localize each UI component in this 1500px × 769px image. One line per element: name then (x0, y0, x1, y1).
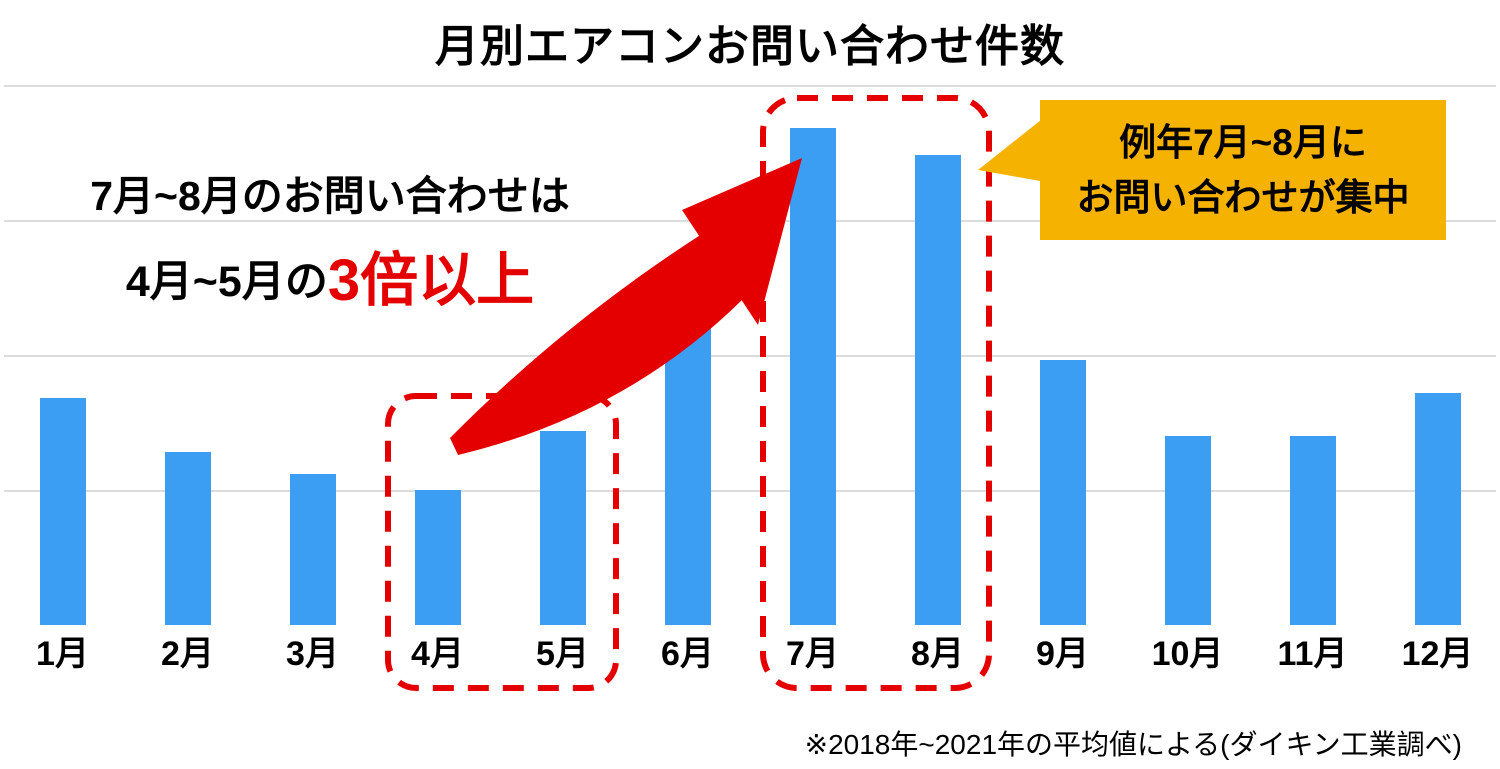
annotation-line1: 7月~8月のお問い合わせは (90, 173, 570, 219)
bar (664, 328, 711, 625)
source-footnote: ※2018年~2021年の平均値による(ダイキン工業調べ) (804, 729, 1462, 760)
month-label: 12月 (1401, 635, 1474, 673)
bar-column (0, 85, 125, 625)
bar-column (250, 85, 375, 625)
bar (414, 490, 461, 625)
bar (1414, 392, 1461, 625)
bar-column (125, 85, 250, 625)
bar (164, 452, 211, 625)
bar (914, 155, 961, 625)
annotation-line2: 4月~5月の3倍以上 (15, 233, 645, 317)
bar (1039, 360, 1086, 625)
bar-column (875, 85, 1000, 625)
bar-column (1250, 85, 1375, 625)
comparison-annotation: 7月~8月のお問い合わせは 4月~5月の3倍以上 (15, 172, 645, 317)
annotation-highlight: 3倍以上 (327, 248, 535, 314)
bar-column (1000, 85, 1125, 625)
bar (539, 430, 586, 625)
month-label: 3月 (286, 635, 339, 673)
bar (1164, 436, 1211, 625)
gridline (4, 85, 1496, 87)
gridline (4, 355, 1496, 357)
callout-box: 例年7月~8月に お問い合わせが集中 (1040, 100, 1446, 240)
month-label: 7月 (786, 635, 839, 673)
month-label: 11月 (1277, 635, 1348, 673)
month-label: 1月 (36, 635, 89, 673)
month-label: 4月 (411, 635, 464, 673)
bar-column (625, 85, 750, 625)
bar-column (1375, 85, 1500, 625)
month-label: 6月 (661, 635, 714, 673)
month-label: 8月 (911, 635, 964, 673)
bar-column (500, 85, 625, 625)
bar (1289, 436, 1336, 625)
callout-line2: お問い合わせが集中 (1076, 177, 1410, 218)
callout-line1: 例年7月~8月に (1119, 121, 1367, 163)
month-label: 9月 (1036, 635, 1089, 673)
x-axis-labels: 1月 2月 3月 4月 5月 6月 7月 8月 9月 10月 11月 12月 (0, 626, 1500, 675)
bar (39, 398, 86, 625)
month-label: 5月 (536, 635, 589, 673)
bar-column (750, 85, 875, 625)
bar (289, 473, 336, 625)
bar (789, 128, 836, 625)
bar-column (1125, 85, 1250, 625)
gridline (4, 490, 1496, 492)
month-label: 10月 (1151, 635, 1224, 673)
annotation-line2-prefix: 4月~5月の (125, 258, 328, 307)
month-label: 2月 (161, 635, 214, 673)
bar-column (375, 85, 500, 625)
chart-title: 月別エアコンお問い合わせ件数 (435, 22, 1065, 71)
